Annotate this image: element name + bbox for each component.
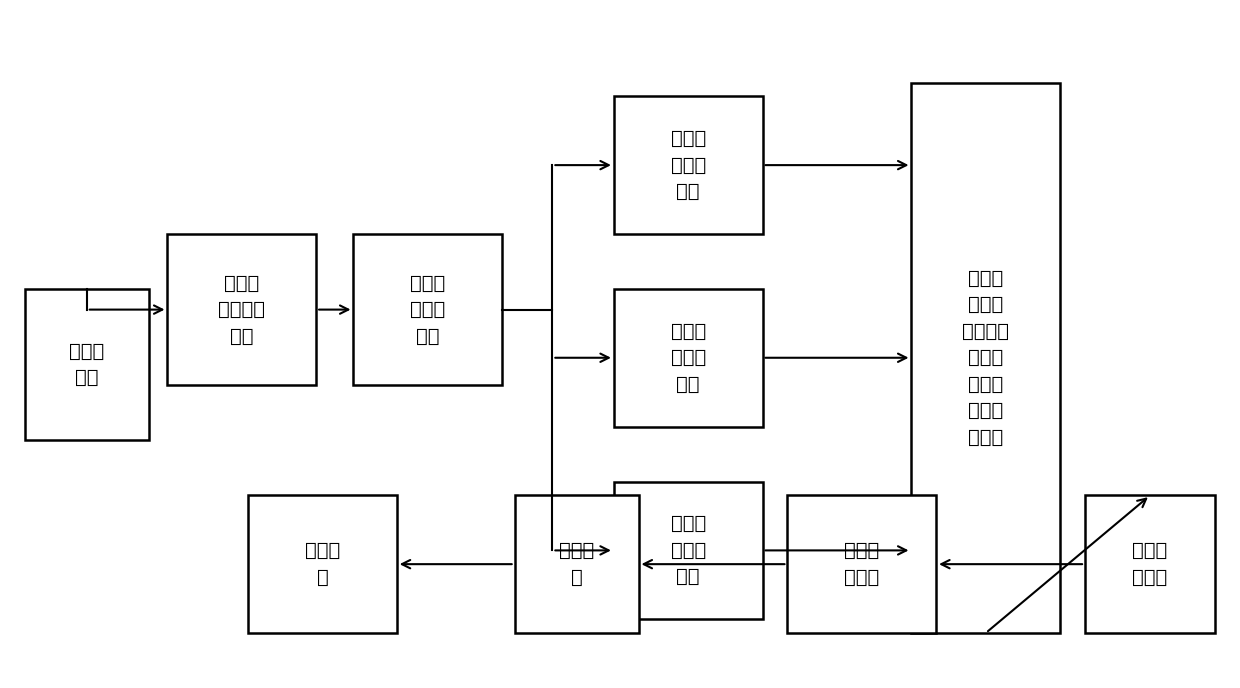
Text: 燃料评
估: 燃料评 估	[559, 541, 594, 587]
Text: 新增料
堆杂质
初检: 新增料 堆杂质 初检	[671, 515, 706, 586]
FancyBboxPatch shape	[167, 234, 316, 385]
Text: 燃料使
用: 燃料使 用	[305, 541, 340, 587]
Text: 数据录
入，比
对分析，
温升速
度及水
分散发
度预估: 数据录 入，比 对分析， 温升速 度及水 分散发 度预估	[962, 269, 1009, 447]
Text: 制定翻
剁方案: 制定翻 剁方案	[844, 541, 879, 587]
FancyBboxPatch shape	[515, 495, 639, 633]
FancyBboxPatch shape	[353, 234, 502, 385]
Text: 燃料依
类依规
存放: 燃料依 类依规 存放	[410, 274, 445, 345]
FancyBboxPatch shape	[911, 83, 1060, 633]
FancyBboxPatch shape	[787, 495, 936, 633]
Text: 制定监
测方案: 制定监 测方案	[1132, 541, 1168, 587]
Text: 新增料
堆湿度
初检: 新增料 堆湿度 初检	[671, 129, 706, 201]
FancyBboxPatch shape	[1085, 495, 1215, 633]
Text: 新增料
堆温度
初检: 新增料 堆温度 初检	[671, 322, 706, 394]
FancyBboxPatch shape	[25, 289, 149, 440]
Text: 燃料供
应商: 燃料供 应商	[69, 342, 104, 387]
FancyBboxPatch shape	[614, 289, 763, 427]
FancyBboxPatch shape	[614, 482, 763, 619]
FancyBboxPatch shape	[614, 96, 763, 234]
FancyBboxPatch shape	[248, 495, 397, 633]
Text: 料场入
场监测、
记录: 料场入 场监测、 记录	[218, 274, 265, 345]
